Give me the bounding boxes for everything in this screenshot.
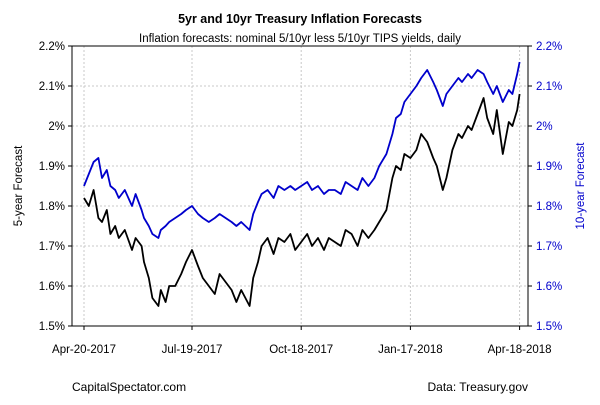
left-y-axis: 1.5% 1.6% 1.7% 1.8% 1.9% 2% 2.1% 2.2% — [39, 41, 72, 333]
x-tick-label: Jan-17-2018 — [378, 344, 443, 356]
left-y-tick-label: 1.9% — [39, 161, 65, 173]
left-y-tick-label: 2.1% — [39, 81, 65, 93]
left-y-tick-label: 1.6% — [39, 281, 65, 293]
right-y-tick-label: 2.1% — [536, 81, 562, 93]
grid-lines — [72, 46, 528, 326]
right-y-tick-label: 1.8% — [536, 201, 562, 213]
series-lines — [83, 61, 521, 307]
left-y-tick-label: 1.8% — [39, 201, 65, 213]
chart-title: 5yr and 10yr Treasury Inflation Forecast… — [178, 12, 422, 26]
left-y-tick-label: 2% — [48, 121, 65, 133]
left-y-tick-label: 1.7% — [39, 241, 65, 253]
right-y-axis-label: 10-year Forecast — [575, 142, 587, 230]
left-y-axis-label: 5-year Forecast — [13, 145, 25, 226]
x-tick-label: Jul-19-2017 — [162, 344, 223, 356]
plot-frame — [71, 45, 529, 327]
left-y-tick-label: 1.5% — [39, 321, 65, 333]
x-axis: Apr-20-2017 Jul-19-2017 Oct-18-2017 Jan-17-… — [52, 326, 552, 356]
x-tick-label: Oct-18-2017 — [269, 344, 333, 356]
right-y-tick-label: 1.7% — [536, 241, 562, 253]
right-y-tick-label: 1.6% — [536, 281, 562, 293]
footer-source-right: Data: Treasury.gov — [428, 380, 529, 394]
right-y-tick-label: 1.9% — [536, 161, 562, 173]
right-y-tick-label: 2% — [536, 121, 553, 133]
right-y-axis: 1.5% 1.6% 1.7% 1.8% 1.9% 2% 2.1% 2.2% — [528, 41, 562, 333]
series-line-five-year — [83, 93, 521, 307]
chart-subtitle: Inflation forecasts: nominal 5/10yr less… — [139, 33, 461, 45]
right-y-tick-label: 1.5% — [536, 321, 562, 333]
x-tick-label: Apr-20-2017 — [52, 344, 116, 356]
series-line-ten-year — [83, 61, 521, 239]
footer-source-left: CapitalSpectator.com — [72, 380, 186, 394]
x-tick-label: Apr-18-2018 — [488, 344, 552, 356]
left-y-tick-label: 2.2% — [39, 41, 65, 53]
right-y-tick-label: 2.2% — [536, 41, 562, 53]
